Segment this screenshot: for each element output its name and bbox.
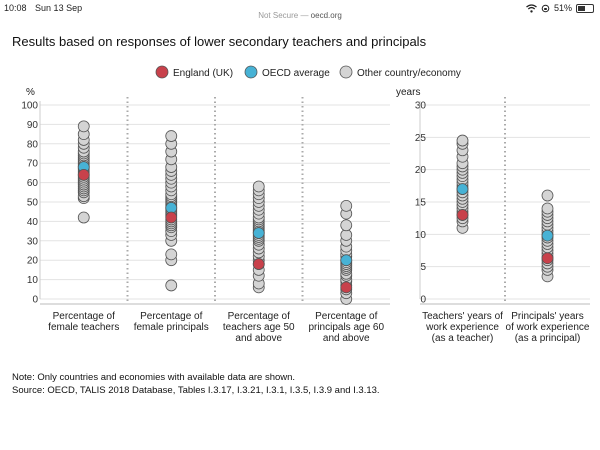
x-category-label-line: Principals' years bbox=[511, 311, 584, 322]
england-point bbox=[77, 168, 90, 181]
x-category-label-line: Percentage of bbox=[228, 311, 290, 322]
battery-fill bbox=[578, 5, 586, 11]
x-category-label: Percentage of teachers age 50 and above bbox=[223, 311, 295, 344]
x-category-label: Percentage of female teachers bbox=[48, 311, 119, 333]
x-category-label-line: female principals bbox=[134, 322, 209, 333]
x-category-label-line: teachers age 50 bbox=[223, 322, 295, 333]
y-tick-label: 25 bbox=[415, 133, 427, 144]
page-title: Results based on responses of lower seco… bbox=[12, 34, 427, 49]
y-axis-unit: % bbox=[26, 87, 35, 98]
x-category-label: Teachers' years of work experience (as a t… bbox=[422, 311, 503, 344]
y-tick-label: 90 bbox=[27, 120, 39, 131]
x-category-label-line: work experience bbox=[425, 322, 499, 333]
other-country-point bbox=[77, 211, 90, 224]
x-category-label-line: Percentage of bbox=[315, 311, 377, 322]
y-tick-label: 0 bbox=[32, 295, 38, 306]
oecd-average-point bbox=[456, 183, 469, 195]
other-country-point bbox=[252, 180, 265, 193]
england-point bbox=[541, 252, 554, 265]
x-category-label: Percentage of principals age 60 and above bbox=[308, 311, 384, 344]
other-country-point bbox=[165, 248, 178, 261]
england-point bbox=[165, 211, 178, 224]
address-bar[interactable]: Not Secure — oecd.org bbox=[0, 11, 600, 20]
wifi-icon bbox=[526, 3, 537, 13]
battery-percent: 51% bbox=[553, 3, 572, 13]
x-category-label: Percentage of female principals bbox=[134, 311, 209, 333]
x-category-label-line: Percentage of bbox=[53, 311, 115, 322]
legend-item: Other country/economy bbox=[339, 65, 461, 79]
other-country-point bbox=[165, 130, 178, 142]
legend-label: Other country/economy bbox=[357, 68, 461, 79]
oecd-average-point bbox=[252, 227, 265, 239]
other-country-point bbox=[340, 219, 353, 232]
oecd-average-point bbox=[541, 229, 554, 242]
x-category-label-line: of work experience bbox=[506, 322, 590, 333]
england-point bbox=[252, 258, 265, 270]
x-category-label-line: Teachers' years of bbox=[422, 311, 503, 322]
x-category-label: Principals' years of work experience (as a… bbox=[506, 311, 590, 344]
y-tick-label: 40 bbox=[27, 217, 39, 228]
y-tick-label: 80 bbox=[27, 139, 39, 150]
orientation-lock-icon bbox=[541, 4, 550, 12]
legend-marker bbox=[339, 65, 353, 79]
legend-item: England (UK) bbox=[155, 65, 233, 79]
y-tick-label: 10 bbox=[415, 230, 427, 241]
source-text: Source: OECD, TALIS 2018 Database, Table… bbox=[12, 385, 380, 396]
status-bar: 10:08 Sun 13 Sep Not Secure — oecd.org 5… bbox=[0, 0, 600, 24]
x-category-label-line: and above bbox=[235, 333, 282, 344]
chart-legend: England (UK) OECD average Other country/ec… bbox=[155, 65, 461, 79]
x-category-label-line: and above bbox=[323, 333, 370, 344]
years-panel: years 0 5 10 15 20 25 30 Teachers' years ofwork … bbox=[396, 87, 590, 344]
status-left: 10:08 Sun 13 Sep bbox=[4, 3, 88, 13]
x-category-label-line: (as a principal) bbox=[515, 333, 581, 344]
legend-item: OECD average bbox=[244, 65, 330, 79]
y-tick-label: 0 bbox=[420, 295, 426, 306]
y-tick-label: 50 bbox=[27, 198, 39, 209]
address-separator: — bbox=[298, 11, 311, 20]
y-tick-label: 70 bbox=[27, 159, 39, 170]
other-country-point bbox=[541, 202, 554, 215]
x-category-label-line: female teachers bbox=[48, 322, 119, 333]
dot-plot-chart: England (UK) OECD average Other country/ec… bbox=[21, 65, 590, 344]
other-country-point bbox=[340, 199, 353, 212]
y-tick-label: 30 bbox=[27, 236, 39, 247]
security-label: Not Secure bbox=[258, 11, 299, 20]
y-tick-label: 10 bbox=[27, 275, 39, 286]
other-country-point bbox=[456, 134, 469, 147]
legend-marker bbox=[244, 65, 258, 79]
y-tick-label: 60 bbox=[27, 178, 39, 189]
legend-marker bbox=[155, 65, 169, 79]
legend-label: OECD average bbox=[262, 68, 330, 79]
y-tick-label: 5 bbox=[420, 262, 426, 273]
x-category-label-line: (as a teacher) bbox=[432, 333, 494, 344]
y-tick-label: 100 bbox=[21, 101, 38, 112]
address-host: oecd.org bbox=[310, 11, 342, 20]
status-right: 51% bbox=[526, 3, 594, 13]
y-tick-label: 20 bbox=[415, 165, 427, 176]
legend-label: England (UK) bbox=[173, 68, 233, 79]
status-date: Sun 13 Sep bbox=[35, 3, 83, 13]
other-country-point bbox=[77, 120, 90, 133]
england-point bbox=[340, 281, 353, 294]
other-country-point bbox=[165, 279, 178, 292]
oecd-average-point bbox=[340, 254, 353, 267]
x-category-label-line: principals age 60 bbox=[308, 322, 384, 333]
y-tick-label: 15 bbox=[415, 198, 427, 209]
y-axis-unit: years bbox=[396, 87, 420, 98]
england-point bbox=[456, 209, 469, 221]
note-text: Note: Only countries and economies with … bbox=[12, 372, 296, 383]
y-tick-label: 30 bbox=[415, 101, 427, 112]
figure-notes: Note: Only countries and economies with … bbox=[12, 371, 380, 397]
other-country-point bbox=[541, 189, 554, 202]
battery-icon bbox=[576, 3, 594, 13]
y-tick-label: 20 bbox=[27, 256, 39, 267]
status-time: 10:08 bbox=[4, 3, 27, 13]
x-category-label-line: Percentage of bbox=[140, 311, 202, 322]
